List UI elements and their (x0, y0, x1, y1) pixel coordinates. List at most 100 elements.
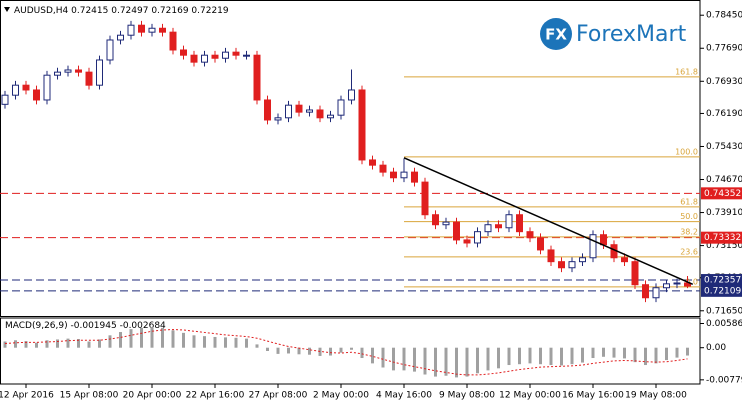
candle-body (85, 71, 93, 86)
level-label-box (701, 274, 742, 287)
candle-body (138, 24, 145, 33)
trendline (403, 157, 694, 285)
macd-bar (266, 347, 269, 351)
macd-bar (297, 347, 301, 355)
macd-bar (287, 347, 290, 354)
candle-body (631, 261, 639, 286)
macd-bar (119, 332, 122, 348)
macd-bar (623, 347, 626, 359)
macd-bar (633, 347, 637, 363)
macd-bar (371, 347, 374, 364)
macd-bar (381, 347, 385, 368)
macd-bar (570, 347, 574, 365)
macd-bar (276, 347, 280, 354)
x-tick-label: 15 Apr 08:00 (60, 391, 119, 401)
candle-body (600, 234, 607, 246)
macd-bar (245, 338, 248, 348)
macd-main: -0.001945 (71, 321, 117, 331)
fibo-label: 0.0 (685, 277, 698, 286)
x-tick-label: 22 Apr 16:00 (186, 391, 245, 401)
macd-bar (644, 347, 647, 366)
candle-body (12, 84, 19, 96)
candle-body (337, 99, 345, 116)
candle-body (453, 221, 460, 241)
candle-body (369, 159, 376, 166)
open: 0.72415 (71, 6, 108, 16)
x-tick-label: 9 May 08:00 (439, 391, 495, 401)
macd-bar (213, 336, 217, 348)
candle-body (400, 171, 408, 179)
y-tick-label: 0.71650 (706, 306, 742, 316)
macd-bar (602, 347, 605, 357)
candle-body (253, 54, 261, 101)
candle-body (411, 171, 418, 183)
macd-bar (77, 339, 80, 348)
macd-bar (339, 347, 343, 353)
macd-bar (108, 335, 112, 348)
y-tick-label: 0.73910 (706, 208, 742, 218)
candle-body (243, 54, 250, 57)
macd-signal: -0.002684 (120, 321, 166, 331)
candle-body (43, 74, 51, 101)
candle-body (484, 224, 492, 233)
candle-body (495, 224, 502, 229)
candle-body (652, 287, 660, 299)
macd-bar (87, 341, 91, 348)
candle-body (516, 214, 523, 233)
macd-bar (507, 347, 511, 366)
macd-bar (192, 335, 196, 348)
x-tick-label: 19 May 08:00 (625, 391, 687, 401)
candle-body (663, 283, 670, 289)
y-tick-label: 0.73150 (706, 241, 742, 251)
symbol-icon (4, 7, 10, 12)
candle-body (505, 214, 513, 229)
candle-body (642, 284, 649, 299)
candle-body (274, 117, 282, 121)
candle-body (673, 282, 681, 285)
macd-bar (129, 329, 133, 348)
macd-bar (665, 347, 668, 361)
candle-body (159, 27, 166, 33)
x-tick-label: 12 May 00:00 (499, 391, 561, 401)
logo: FX ForexMart (540, 18, 687, 50)
macd-bar (402, 347, 406, 371)
macd-header: MACD(9,26,9) -0.001945 -0.002684 (5, 321, 166, 331)
y-tick-label: 0.74670 (706, 175, 742, 185)
candle-body (285, 104, 292, 119)
candle-body (117, 34, 124, 41)
macd-y-tick-label: -0.00779 (706, 375, 742, 385)
macd-bar (150, 327, 154, 348)
candle-body (589, 234, 597, 259)
candle-body (1, 94, 9, 105)
macd-bar (203, 336, 206, 348)
macd-bar (455, 347, 458, 378)
macd-bar (518, 347, 521, 365)
macd-bar (35, 342, 38, 348)
x-tick-label: 27 Apr 08:00 (249, 391, 308, 401)
y-tick-label: 0.76930 (706, 77, 742, 87)
y-tick-label: 0.75430 (706, 142, 742, 152)
macd-bar (539, 347, 542, 365)
x-tick-label: 20 Apr 00:00 (123, 391, 182, 401)
candle-body (327, 114, 334, 119)
candle-body (106, 39, 114, 61)
macd-bar (3, 341, 7, 348)
candle-body (390, 171, 397, 179)
fibo-label: 50.0 (680, 212, 698, 221)
macd-y-tick-label: 0.00 (706, 343, 726, 353)
logo-mark: FX (545, 26, 567, 44)
macd-bar (413, 347, 416, 372)
macd-bar (560, 347, 563, 366)
candle-body (348, 89, 355, 101)
candle-body (526, 231, 534, 239)
candle-body (684, 282, 691, 287)
candle-body (379, 164, 387, 173)
macd-y-tick-label: 0.005869 (706, 319, 742, 329)
candle-body (421, 181, 429, 216)
candle-body (201, 54, 208, 63)
macd-bar (423, 347, 427, 375)
level-label-box (701, 231, 742, 244)
level-label-box (701, 284, 742, 297)
